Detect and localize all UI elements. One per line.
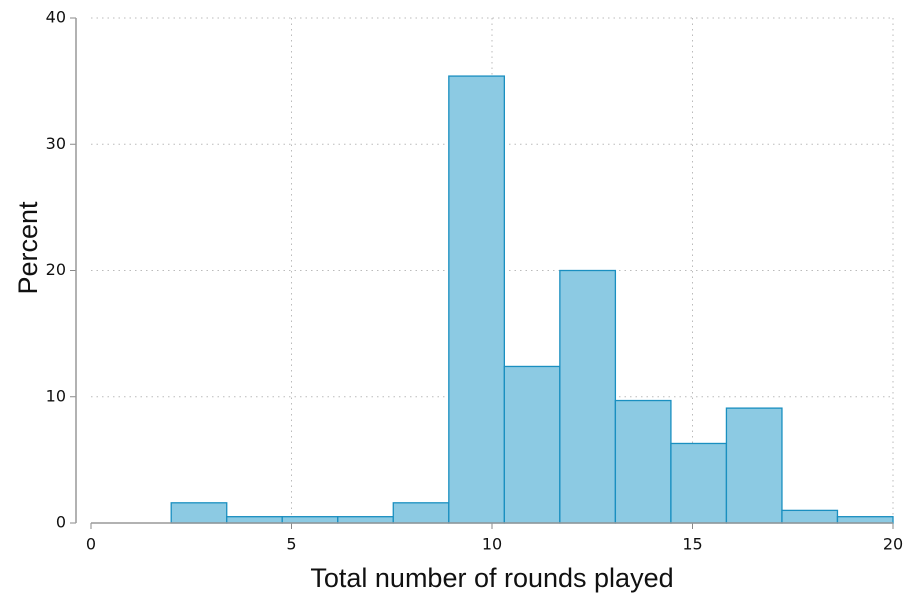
bar [281, 516, 339, 524]
x-tick-label: 0 [86, 535, 96, 554]
bar [725, 407, 783, 524]
x-tick-label: 5 [286, 535, 296, 554]
bar [836, 516, 894, 524]
x-axis-label: Total number of rounds played [310, 563, 673, 593]
bar [503, 365, 561, 524]
bar [670, 442, 728, 524]
x-tick-label: 10 [482, 535, 502, 554]
bar [170, 502, 228, 524]
bar [559, 269, 617, 524]
x-tick-label: 20 [883, 535, 903, 554]
bar [337, 516, 394, 524]
y-tick-label: 30 [46, 134, 66, 153]
y-tick-label: 40 [46, 8, 66, 27]
bar [781, 509, 839, 524]
bar [614, 399, 672, 524]
y-axis-label: Percent [13, 201, 43, 295]
x-tick-label: 15 [682, 535, 702, 554]
bar [392, 502, 450, 524]
y-tick-label: 20 [46, 260, 66, 279]
bar [448, 75, 506, 524]
y-tick-label: 10 [46, 386, 66, 405]
bar [226, 516, 283, 524]
y-tick-label: 0 [56, 513, 66, 532]
